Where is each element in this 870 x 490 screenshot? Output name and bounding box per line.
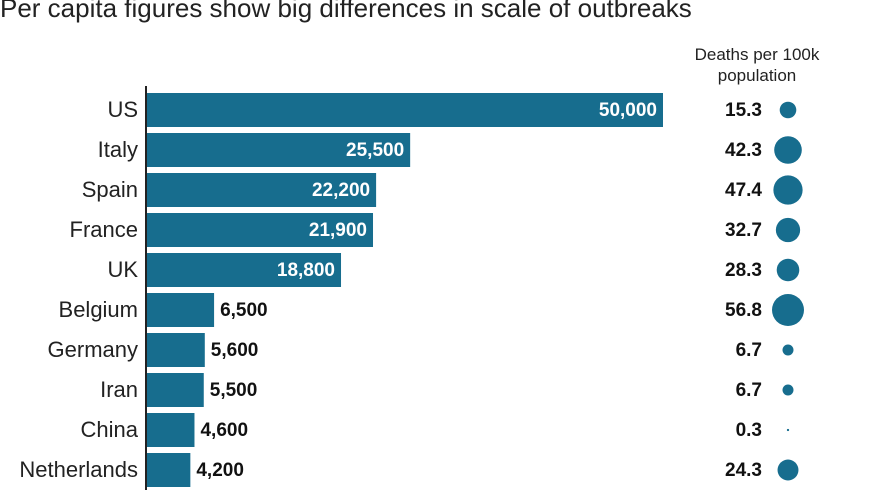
category-label: UK <box>107 257 138 282</box>
chart-title: Per capita figures show big differences … <box>0 0 692 23</box>
category-label: China <box>81 417 139 442</box>
bubble <box>772 294 804 326</box>
category-label: Italy <box>98 137 138 162</box>
bubble <box>782 384 794 396</box>
bubble-value: 47.4 <box>725 180 762 201</box>
bubble-value: 0.3 <box>736 420 762 441</box>
value-label: 5,600 <box>211 340 259 361</box>
bar <box>147 133 411 167</box>
value-label: 22,200 <box>312 180 370 201</box>
bar <box>147 253 342 287</box>
bar <box>147 333 205 367</box>
bubble-value: 6.7 <box>736 380 762 401</box>
value-label: 50,000 <box>599 100 657 121</box>
category-label: Iran <box>100 377 138 402</box>
bubble-value: 6.7 <box>736 340 762 361</box>
bubble-value: 32.7 <box>725 220 762 241</box>
bar <box>147 373 204 407</box>
value-label: 6,500 <box>220 300 268 321</box>
category-label: US <box>107 97 138 122</box>
value-label: 4,200 <box>196 460 244 481</box>
bubble <box>776 258 800 282</box>
value-label: 5,500 <box>210 380 258 401</box>
bubble <box>775 217 801 243</box>
bubble-value: 24.3 <box>725 460 762 481</box>
bubble-value: 42.3 <box>725 140 762 161</box>
category-label: Belgium <box>59 297 138 322</box>
bar <box>147 93 663 127</box>
category-label: Spain <box>82 177 138 202</box>
value-label: 21,900 <box>309 220 367 241</box>
bubble <box>773 175 803 205</box>
bar <box>147 413 195 447</box>
category-label: Netherlands <box>19 457 138 482</box>
bubble-value: 56.8 <box>725 300 762 321</box>
value-label: 25,500 <box>346 140 404 161</box>
bar <box>147 173 377 207</box>
bubble <box>774 136 802 164</box>
bubble <box>777 459 799 481</box>
category-label: France <box>70 217 138 242</box>
bubble-value: 28.3 <box>725 260 762 281</box>
category-label: Germany <box>48 337 138 362</box>
bar <box>147 453 191 487</box>
bar <box>147 213 374 247</box>
bar <box>147 293 215 327</box>
value-label: 4,600 <box>200 420 248 441</box>
bubble <box>779 101 797 119</box>
bubble <box>782 344 794 356</box>
value-label: 18,800 <box>277 260 335 281</box>
bubble-value: 15.3 <box>725 100 762 121</box>
bubble-header: Deaths per 100k population <box>694 45 820 85</box>
bubble <box>786 428 790 432</box>
